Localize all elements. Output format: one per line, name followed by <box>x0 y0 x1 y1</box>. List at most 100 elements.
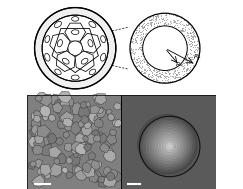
Point <box>186 56 190 59</box>
Point <box>197 51 201 54</box>
Point <box>162 80 165 83</box>
Point <box>152 23 156 26</box>
Point <box>186 23 190 26</box>
Point <box>171 75 175 78</box>
Polygon shape <box>104 167 112 175</box>
Ellipse shape <box>45 36 50 43</box>
Point <box>184 75 188 78</box>
Polygon shape <box>48 133 57 143</box>
Point <box>146 21 150 24</box>
Point <box>166 23 170 26</box>
Circle shape <box>156 132 182 159</box>
Circle shape <box>35 8 116 89</box>
Circle shape <box>168 145 171 148</box>
Point <box>189 35 193 38</box>
Point <box>144 29 148 32</box>
Point <box>156 16 159 19</box>
Point <box>186 72 190 75</box>
Circle shape <box>160 137 178 155</box>
Point <box>164 75 168 78</box>
Point <box>157 76 161 79</box>
Polygon shape <box>54 158 60 164</box>
Point <box>139 44 143 47</box>
Circle shape <box>147 124 189 166</box>
Circle shape <box>144 121 192 168</box>
Point <box>196 40 200 43</box>
Point <box>172 25 176 28</box>
Point <box>162 24 166 27</box>
Polygon shape <box>54 170 61 177</box>
Point <box>167 71 171 74</box>
Point <box>163 74 167 77</box>
Point <box>139 46 143 49</box>
Point <box>185 23 189 26</box>
Point <box>144 28 148 31</box>
Polygon shape <box>35 159 43 168</box>
Polygon shape <box>37 168 44 174</box>
Point <box>143 71 147 74</box>
Polygon shape <box>84 127 92 135</box>
Point <box>139 69 143 72</box>
Point <box>148 30 152 33</box>
Point <box>141 33 145 36</box>
Point <box>155 15 159 18</box>
Polygon shape <box>63 118 72 127</box>
Point <box>188 42 192 45</box>
Point <box>189 36 193 39</box>
Point <box>191 34 195 37</box>
Point <box>188 31 192 34</box>
Point <box>160 70 164 73</box>
Point <box>155 23 159 26</box>
Polygon shape <box>43 94 51 102</box>
Point <box>133 59 137 62</box>
Point <box>179 28 183 31</box>
Point <box>175 68 179 71</box>
Point <box>162 23 166 26</box>
Circle shape <box>159 136 179 155</box>
Point <box>174 73 178 76</box>
Circle shape <box>143 26 187 70</box>
Point <box>181 65 184 68</box>
Point <box>149 22 153 25</box>
Point <box>132 53 136 56</box>
Point <box>183 19 187 22</box>
Point <box>181 27 185 30</box>
Point <box>153 79 157 82</box>
Point <box>138 41 142 44</box>
Point <box>192 56 196 59</box>
Point <box>137 46 140 49</box>
Point <box>150 71 154 74</box>
Polygon shape <box>62 118 74 131</box>
Point <box>195 33 199 36</box>
Point <box>149 21 153 24</box>
Point <box>185 20 189 23</box>
Point <box>154 18 158 21</box>
Point <box>152 22 156 26</box>
Point <box>191 32 195 35</box>
Polygon shape <box>71 121 81 135</box>
Bar <box>121 94 216 189</box>
Point <box>189 39 193 42</box>
Circle shape <box>162 138 177 153</box>
Point <box>139 32 143 35</box>
Point <box>179 29 183 32</box>
Point <box>174 75 177 78</box>
Point <box>155 74 159 77</box>
Point <box>180 29 183 32</box>
Point <box>187 22 191 25</box>
Point <box>140 69 144 72</box>
Point <box>162 18 165 21</box>
Point <box>188 51 192 54</box>
Point <box>191 58 194 61</box>
Point <box>174 15 178 18</box>
Polygon shape <box>78 120 85 127</box>
Point <box>193 64 197 67</box>
Point <box>166 75 170 78</box>
Point <box>135 41 139 44</box>
Polygon shape <box>31 119 41 129</box>
Point <box>147 19 151 22</box>
Point <box>140 24 144 27</box>
Point <box>147 67 151 70</box>
Point <box>188 45 192 48</box>
Point <box>175 73 179 76</box>
